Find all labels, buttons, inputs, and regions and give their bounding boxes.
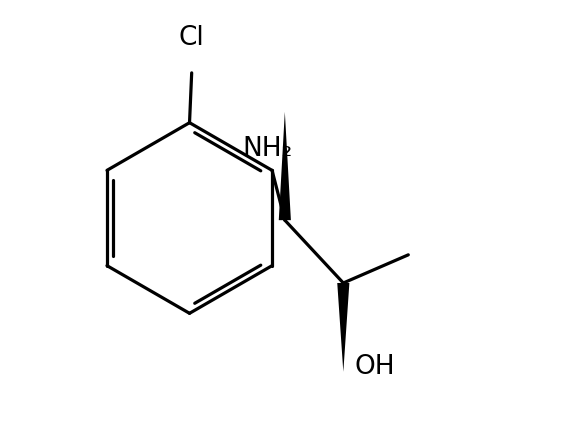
Text: Cl: Cl [179, 25, 205, 51]
Text: NH₂: NH₂ [242, 136, 293, 162]
Polygon shape [337, 283, 350, 372]
Polygon shape [279, 112, 291, 220]
Text: OH: OH [354, 354, 395, 381]
